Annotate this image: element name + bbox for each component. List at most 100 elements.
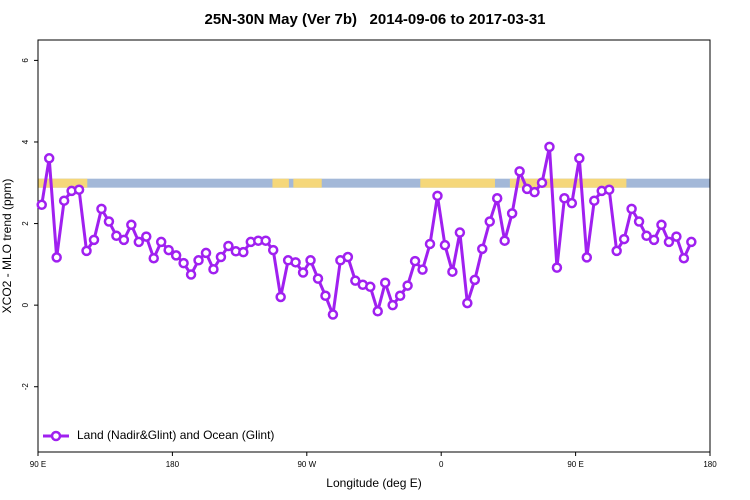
data-point <box>118 234 130 246</box>
x-tick-label: 90 E <box>567 460 583 469</box>
data-point <box>58 195 70 206</box>
data-point <box>514 166 525 177</box>
legend-marker <box>50 430 62 442</box>
data-point <box>170 250 182 261</box>
data-point <box>656 219 667 231</box>
data-point <box>260 235 271 246</box>
data-point <box>477 243 488 255</box>
data-point <box>551 262 563 273</box>
data-point <box>686 236 697 248</box>
data-point <box>148 252 159 264</box>
data-point <box>454 227 466 238</box>
data-point <box>88 234 100 246</box>
data-point <box>379 277 391 288</box>
x-tick-label: 180 <box>166 460 180 469</box>
chart-title: 25N-30N May (Ver 7b) 2014-09-06 to 2017-… <box>204 11 545 28</box>
data-point <box>36 199 47 211</box>
data-point <box>499 235 510 246</box>
ocean-band <box>38 178 710 188</box>
data-point <box>365 281 376 293</box>
land-segment <box>420 178 495 188</box>
y-axis-label: XCO2 - MLO trend (ppm) <box>0 179 14 314</box>
data-point <box>215 251 227 263</box>
data-point <box>417 264 428 275</box>
data-point <box>155 236 167 248</box>
data-point <box>469 274 481 286</box>
data-point <box>439 239 451 251</box>
data-point <box>297 267 309 278</box>
data-point <box>589 195 600 206</box>
data-point <box>96 203 107 215</box>
data-point <box>402 280 413 291</box>
data-point <box>133 236 145 248</box>
data-point <box>409 255 421 267</box>
data-point <box>51 252 62 263</box>
data-point <box>73 184 85 195</box>
data-point <box>320 290 331 302</box>
data-point <box>103 216 115 227</box>
data-point <box>223 240 234 252</box>
data-point <box>200 247 212 259</box>
data-point <box>275 291 286 303</box>
land-segment <box>38 178 88 188</box>
data-point <box>559 193 570 204</box>
data-point <box>290 257 301 268</box>
data-point <box>626 203 637 215</box>
y-tick-label: 0 <box>21 302 30 307</box>
data-point <box>111 230 122 242</box>
data-point <box>506 208 518 219</box>
data-point <box>424 238 436 250</box>
data-point <box>81 245 92 257</box>
data-point <box>648 234 660 246</box>
data-point <box>603 184 615 195</box>
data-point <box>484 216 495 227</box>
data-point <box>462 297 473 309</box>
data-point <box>663 236 675 248</box>
data-point <box>618 233 630 245</box>
land-segment <box>272 178 289 188</box>
data-point <box>342 251 354 263</box>
data-point <box>141 231 152 242</box>
data-point <box>208 264 219 275</box>
data-point <box>491 193 503 204</box>
data-point <box>447 266 458 277</box>
data-point <box>611 245 622 257</box>
data-point <box>267 244 279 256</box>
data-point <box>327 309 339 320</box>
data-point <box>185 269 197 280</box>
data-point <box>193 255 204 266</box>
x-axis-label: Longitude (deg E) <box>326 476 421 490</box>
y-tick-label: -2 <box>21 383 30 391</box>
x-tick-label: 0 <box>439 460 444 469</box>
x-tick-label: 90 E <box>30 460 46 469</box>
land-segment <box>509 178 627 188</box>
y-tick-label: 2 <box>21 221 30 226</box>
y-tick-label: 4 <box>21 139 30 144</box>
data-point <box>574 153 585 164</box>
data-point <box>163 244 174 256</box>
data-point <box>536 177 548 189</box>
data-point <box>312 273 324 284</box>
data-point <box>432 190 443 202</box>
plot-frame <box>37 39 711 453</box>
x-tick-label: 180 <box>703 460 717 469</box>
data-point <box>394 290 406 302</box>
legend-label: Land (Nadir&Glint) and Ocean (Glint) <box>77 428 274 442</box>
data-point <box>178 257 189 269</box>
data-point <box>238 246 249 258</box>
data-point <box>372 306 383 317</box>
data-point <box>126 219 137 231</box>
land-segment <box>293 178 322 188</box>
data-point <box>671 231 682 242</box>
data-point <box>641 230 652 242</box>
x-tick-label: 90 W <box>297 460 316 469</box>
data-point <box>633 216 645 227</box>
data-point <box>581 252 593 263</box>
data-point <box>305 255 316 266</box>
data-point <box>566 197 578 209</box>
data-point <box>350 275 361 286</box>
data-point <box>678 252 690 264</box>
data-point <box>387 299 398 311</box>
